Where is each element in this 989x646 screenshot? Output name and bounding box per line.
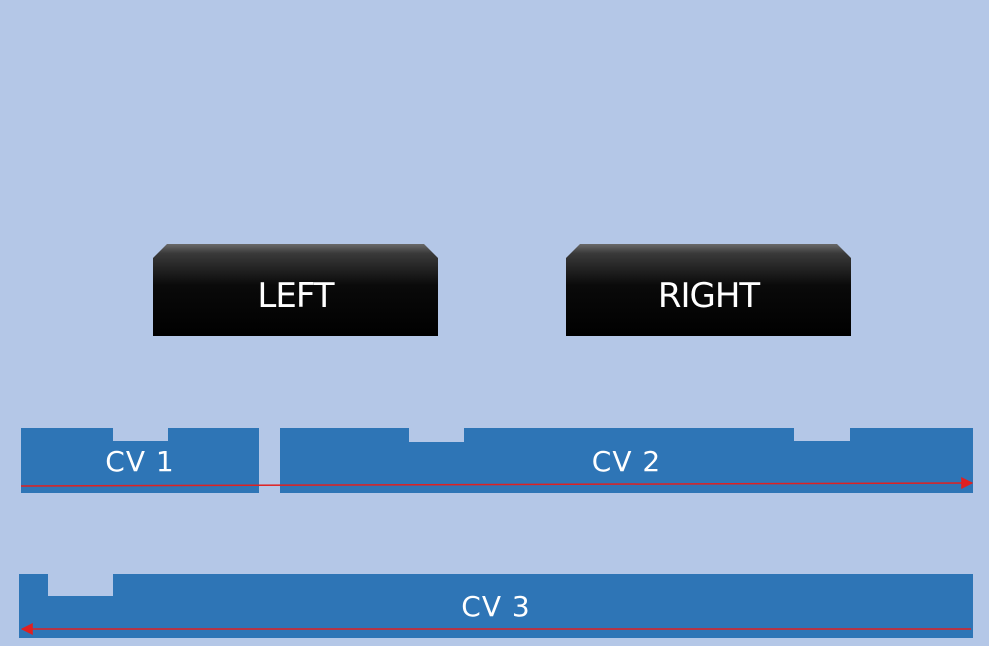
cv3-label: CV 3 [461, 590, 531, 623]
left-button-label: LEFT [257, 276, 334, 316]
conveyor-cv1 [21, 428, 259, 493]
cv2-label: CV 2 [591, 445, 662, 478]
left-button[interactable] [153, 244, 438, 336]
right-button-label: RIGHT [657, 276, 760, 316]
direction-arrow-right [20, 477, 974, 490]
conveyor-cv2 [280, 428, 973, 493]
conveyor-cv3 [19, 574, 973, 638]
right-button[interactable] [566, 244, 851, 336]
cv1-label: CV 1 [105, 445, 175, 478]
